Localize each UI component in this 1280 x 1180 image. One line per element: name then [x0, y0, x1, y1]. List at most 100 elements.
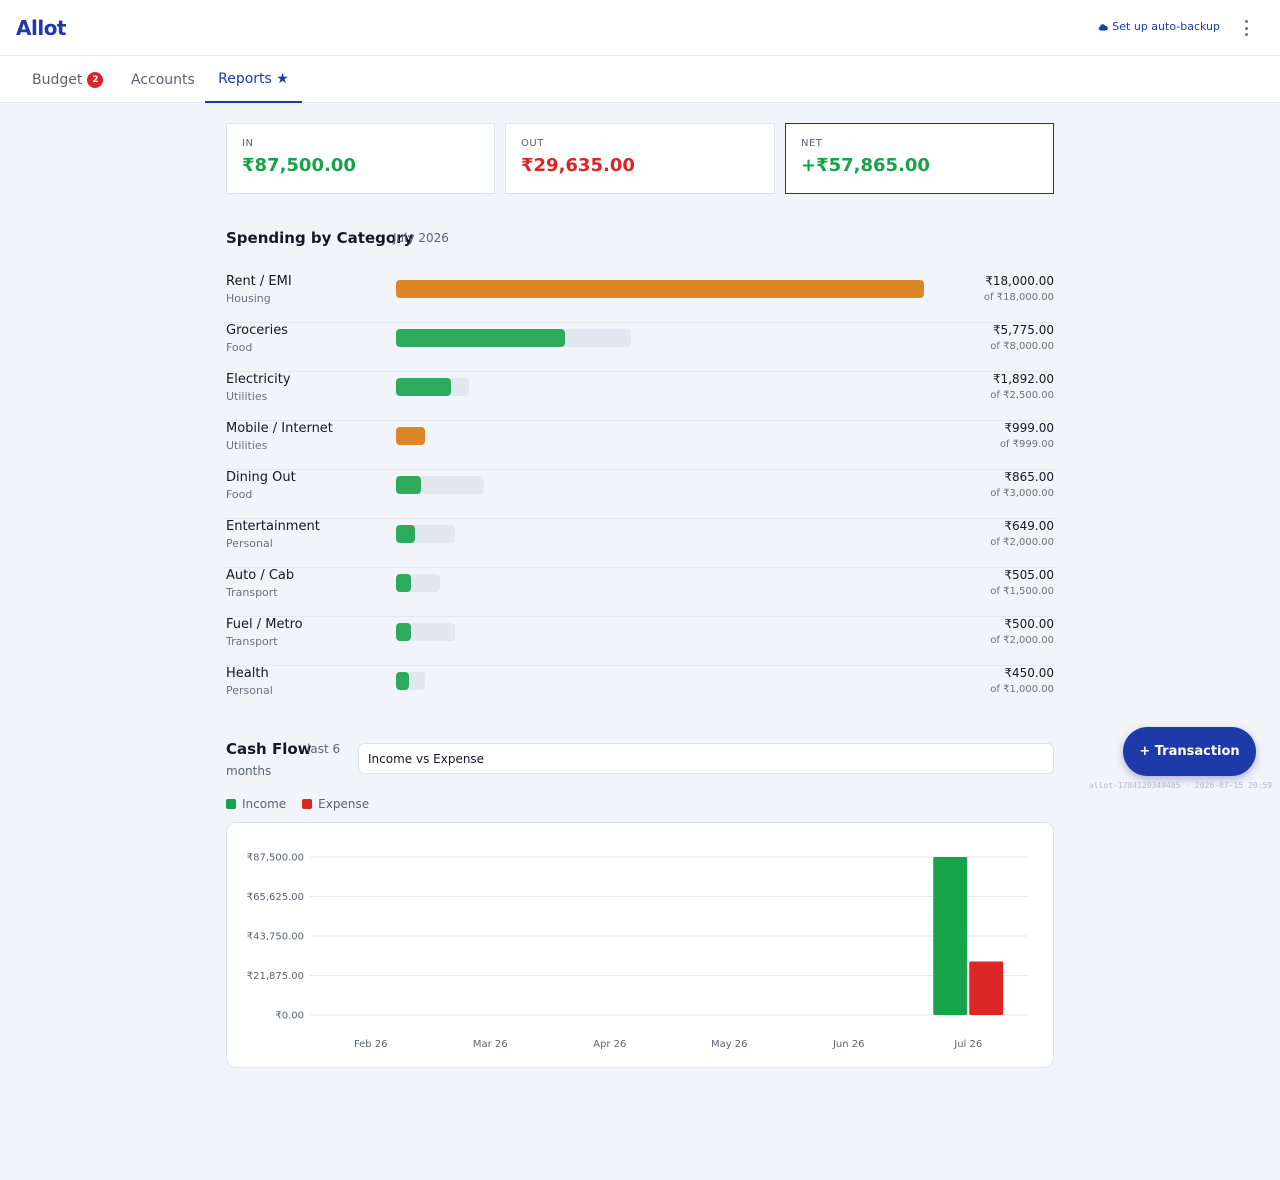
spent-fill [396, 672, 409, 690]
budget-track [396, 476, 484, 494]
kpi-out-value: ₹29,635.00 [521, 155, 635, 176]
budget-track [396, 329, 631, 347]
auto-backup-label: Set up auto-backup [1112, 20, 1220, 33]
top-bar: Allot Set up auto-backup [0, 0, 1280, 56]
category-name: Dining Out [226, 470, 296, 485]
category-row[interactable]: Health Personal ₹450.00 of ₹1,000.00 [226, 666, 1054, 715]
category-group: Utilities [226, 390, 268, 403]
category-amount: ₹649.00 [1004, 519, 1054, 533]
category-group: Transport [226, 635, 278, 648]
category-row[interactable]: Fuel / Metro Transport ₹500.00 of ₹2,000.00 [226, 617, 1054, 666]
category-row[interactable]: Dining Out Food ₹865.00 of ₹3,000.00 [226, 470, 1054, 519]
category-budget: of ₹18,000.00 [983, 292, 1054, 303]
category-amount: ₹1,892.00 [992, 372, 1054, 386]
budget-track [396, 280, 924, 298]
kpi-out-card: OUT ₹29,635.00 [505, 123, 775, 194]
spending-period: July 2026 [393, 231, 449, 245]
category-budget: of ₹2,000.00 [990, 635, 1054, 646]
category-amount: ₹5,775.00 [992, 323, 1054, 337]
app-logo[interactable]: Allot [16, 16, 67, 40]
category-row[interactable]: Electricity Utilities ₹1,892.00 of ₹2,500.0… [226, 372, 1054, 421]
category-name: Entertainment [226, 519, 320, 534]
kpi-net-label: NET [801, 138, 823, 149]
cloud-icon [1099, 23, 1109, 30]
category-group: Food [226, 488, 253, 501]
income-bar[interactable] [933, 857, 968, 1015]
x-tick-label: Jul 26 [953, 1039, 982, 1050]
category-budget: of ₹999.00 [999, 439, 1054, 450]
spending-title: Spending by Category [226, 229, 414, 247]
category-group: Transport [226, 586, 278, 599]
kpi-in-value: ₹87,500.00 [242, 155, 356, 176]
income-swatch [226, 799, 236, 809]
category-name: Health [226, 666, 269, 681]
category-amount: ₹450.00 [1004, 666, 1054, 680]
y-tick-label: ₹21,875.00 [247, 971, 304, 982]
budget-track [396, 623, 455, 641]
cashflow-subtitle-line2: months [226, 764, 272, 778]
category-group: Food [226, 341, 253, 354]
kpi-out-label: OUT [521, 138, 544, 149]
tab-budget[interactable]: Budget 2 [32, 56, 104, 103]
category-row[interactable]: Rent / EMI Housing ₹18,000.00 of ₹18,000.00 [226, 274, 1054, 323]
x-tick-label: Feb 26 [354, 1039, 388, 1050]
budget-track [396, 378, 469, 396]
add-transaction-button[interactable]: + Transaction [1123, 727, 1256, 776]
build-info: allot-1784129349485 · 2026-07-15 20:59 [1088, 781, 1272, 790]
legend-expense: Expense [302, 797, 369, 811]
kpi-net-card: NET +₹57,865.00 [785, 123, 1054, 194]
category-amount: ₹999.00 [1004, 421, 1054, 435]
more-menu-icon[interactable] [1240, 18, 1252, 38]
budget-track [396, 672, 425, 690]
cashflow-chart-card: ₹0.00 ₹21,875.00 ₹43,750.00 ₹65,625.00 ₹87,5… [226, 822, 1054, 1068]
budget-track [396, 427, 425, 445]
expense-bar[interactable] [969, 961, 1004, 1015]
y-tick-label: ₹87,500.00 [247, 853, 304, 864]
budget-track [396, 574, 440, 592]
spent-fill [396, 329, 565, 347]
category-amount: ₹500.00 [1004, 617, 1054, 631]
category-row[interactable]: Auto / Cab Transport ₹505.00 of ₹1,500.00 [226, 568, 1054, 617]
category-budget: of ₹2,500.00 [990, 390, 1054, 401]
main-tabs: Budget 2 Accounts Reports ★ [0, 56, 1280, 103]
x-tick-label: Mar 26 [473, 1039, 508, 1050]
tab-accounts[interactable]: Accounts [131, 56, 195, 103]
spent-fill [396, 574, 411, 592]
spent-fill [396, 280, 924, 298]
category-name: Electricity [226, 372, 291, 387]
cashflow-title: Cash Flow [226, 740, 312, 758]
y-tick-label: ₹0.00 [275, 1011, 304, 1022]
tab-reports[interactable]: Reports ★ [205, 56, 302, 103]
expense-swatch [302, 799, 313, 809]
category-name: Auto / Cab [226, 568, 295, 583]
category-budget: of ₹3,000.00 [990, 488, 1054, 499]
cashflow-subtitle-line1: last 6 [307, 742, 341, 756]
y-tick-label: ₹43,750.00 [247, 932, 304, 943]
category-row[interactable]: Entertainment Personal ₹649.00 of ₹2,000.00 [226, 519, 1054, 568]
category-amount: ₹18,000.00 [985, 274, 1054, 288]
category-name: Mobile / Internet [226, 421, 333, 436]
cashflow-chart: ₹0.00 ₹21,875.00 ₹43,750.00 ₹65,625.00 ₹87,5… [247, 853, 1027, 1050]
category-group: Personal [226, 684, 273, 697]
legend-income-label: Income [242, 797, 287, 811]
spent-fill [396, 525, 415, 543]
spent-fill [396, 623, 411, 641]
kpi-net-value: +₹57,865.00 [801, 155, 930, 176]
legend-expense-label: Expense [318, 797, 370, 811]
auto-backup-link[interactable]: Set up auto-backup [1098, 20, 1220, 33]
kpi-in-label: IN [242, 138, 254, 149]
chart-type-select[interactable]: Income vs Expense [358, 743, 1054, 774]
category-name: Fuel / Metro [226, 617, 303, 632]
budget-track [396, 525, 455, 543]
legend-income: Income [226, 797, 286, 811]
category-row[interactable]: Groceries Food ₹5,775.00 of ₹8,000.00 [226, 323, 1054, 372]
spent-fill [396, 476, 421, 494]
x-tick-label: Jun 26 [832, 1039, 865, 1050]
category-name: Groceries [226, 323, 288, 338]
category-row[interactable]: Mobile / Internet Utilities ₹999.00 of ₹999… [226, 421, 1054, 470]
category-name: Rent / EMI [226, 274, 292, 289]
category-budget: of ₹1,000.00 [990, 684, 1054, 695]
category-budget: of ₹1,500.00 [990, 586, 1054, 597]
x-tick-label: May 26 [711, 1039, 748, 1050]
spent-fill [396, 427, 425, 445]
